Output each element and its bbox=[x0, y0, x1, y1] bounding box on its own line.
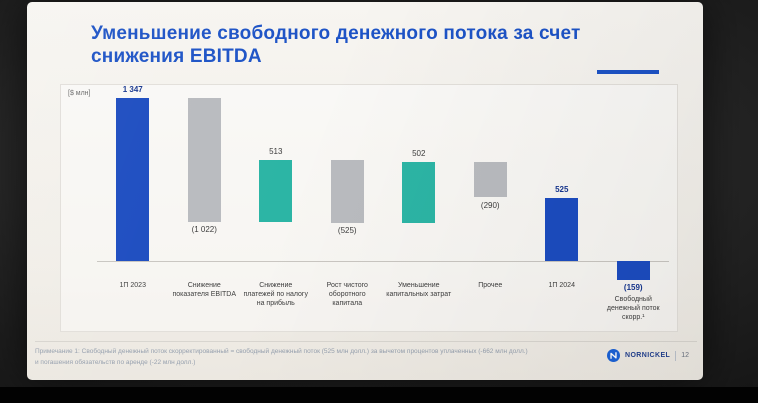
category-label: 1П 2024 bbox=[548, 282, 575, 289]
presentation-slide: Уменьшение свободного денежного потока з… bbox=[27, 2, 703, 380]
footnote-line1: Примечание 1: Свободный денежный поток с… bbox=[35, 348, 528, 355]
category-label: Уменьшение капитальных затрат bbox=[386, 282, 452, 299]
bar-value-label: (1 022) bbox=[191, 224, 217, 234]
waterfall-bar bbox=[473, 162, 507, 198]
category-labels-row: 1П 2023 Снижение показателя EBITDA Снижени… bbox=[97, 281, 669, 322]
page-number: 12 bbox=[681, 352, 689, 359]
waterfall-bar bbox=[402, 162, 436, 224]
x-axis-baseline bbox=[97, 261, 669, 262]
nornickel-logo-icon bbox=[606, 349, 620, 362]
category-label: Снижение показателя EBITDA bbox=[172, 282, 237, 299]
bar-value-label: (525) bbox=[337, 226, 357, 236]
bar-value-label: 525 bbox=[555, 184, 569, 194]
category-label: Рост чистого оборотного капитала bbox=[326, 282, 368, 308]
category-label: Снижение платежей по налогу на прибыль bbox=[243, 282, 308, 308]
slide-footer: NORNICKEL 12 bbox=[606, 349, 689, 362]
waterfall-bar bbox=[616, 261, 650, 281]
slide-title-line2: снижения EBITDA bbox=[91, 46, 262, 68]
bar-value-label: 502 bbox=[412, 149, 426, 159]
logo-text: NORNICKEL bbox=[624, 352, 671, 359]
waterfall-bar bbox=[116, 98, 150, 261]
axis-unit-label: [$ млн] bbox=[68, 90, 91, 97]
page-divider bbox=[675, 350, 677, 361]
waterfall-bar bbox=[330, 159, 364, 224]
category-label: Свободный денежный поток скорр.¹ bbox=[606, 296, 660, 322]
bar-value-label: 1 347 bbox=[122, 85, 143, 94]
chart-container: [$ млн] 1 347 (1 022) 513 (525) 502 (290) 525 (… bbox=[60, 84, 678, 332]
waterfall-plot: 1 347 (1 022) 513 (525) 502 (290) 525 (159) bbox=[97, 85, 669, 292]
footer-divider bbox=[35, 341, 697, 342]
bar-value-label: (290) bbox=[480, 200, 500, 210]
category-label: 1П 2023 bbox=[119, 282, 146, 289]
slide-title-line1: Уменьшение свободного денежного потока з… bbox=[91, 23, 581, 44]
waterfall-bar bbox=[545, 197, 579, 261]
screen-bezel bbox=[0, 387, 758, 403]
footnote: Примечание 1: Свободный денежный поток с… bbox=[35, 347, 580, 368]
waterfall-bar bbox=[187, 98, 221, 222]
category-label: Прочее bbox=[478, 282, 503, 289]
bar-value-label: (159) bbox=[623, 283, 643, 293]
waterfall-bar bbox=[259, 159, 293, 222]
bar-value-label: 513 bbox=[269, 146, 283, 156]
footnote-line2: и погашения обязательств по аренде (-22 … bbox=[35, 358, 196, 366]
title-accent-dash bbox=[597, 70, 659, 74]
slide-title: Уменьшение свободного денежного потока з… bbox=[91, 22, 671, 68]
